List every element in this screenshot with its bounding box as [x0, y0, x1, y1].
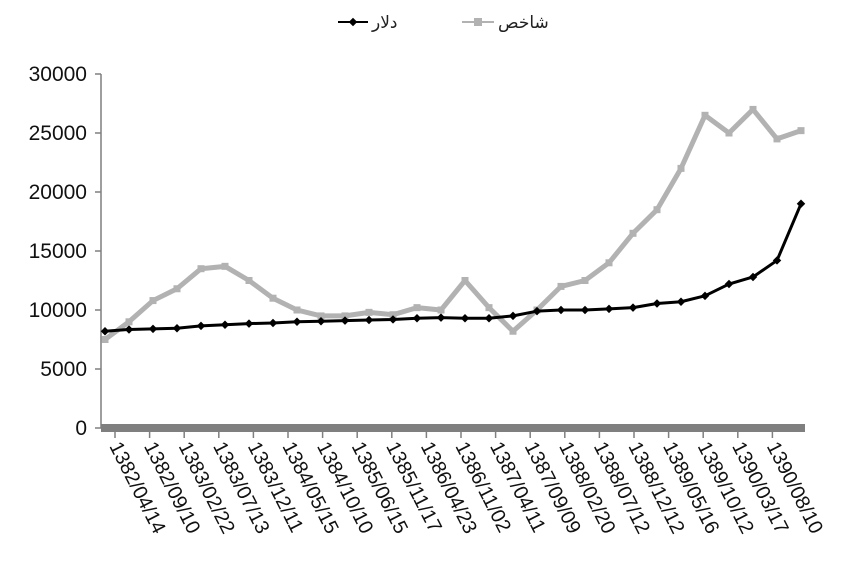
data-point-dollar	[532, 306, 542, 316]
data-point-index	[173, 285, 181, 293]
data-point-index	[269, 294, 277, 302]
legend-item-dollar: دلار	[338, 13, 397, 33]
y-tick-label: 0	[75, 417, 87, 440]
data-point-dollar	[364, 315, 374, 325]
data-point-dollar	[196, 321, 206, 331]
y-tick-label: 30000	[29, 63, 87, 86]
y-tick-label: 5000	[40, 358, 87, 381]
data-point-index	[461, 277, 469, 284]
data-point-dollar	[124, 325, 134, 334]
y-tick-label: 25000	[29, 122, 87, 145]
data-point-index	[773, 135, 781, 143]
data-point-index	[149, 297, 157, 305]
data-point-dollar	[220, 320, 230, 329]
data-point-dollar	[340, 316, 350, 325]
data-point-index	[101, 336, 109, 343]
data-point-dollar	[700, 291, 710, 301]
data-point-index	[389, 311, 397, 319]
data-point-index	[293, 306, 301, 314]
data-point-dollar	[748, 272, 758, 282]
data-point-index	[653, 206, 661, 214]
data-point-index	[197, 265, 205, 273]
legend-label-index: شاخص	[498, 13, 549, 33]
data-point-dollar	[148, 324, 158, 334]
data-point-index	[557, 282, 565, 290]
data-point-dollar	[604, 304, 614, 314]
data-point-dollar	[292, 317, 302, 327]
legend: دلار شاخص	[338, 13, 549, 33]
data-point-dollar	[796, 199, 806, 209]
data-point-dollar	[316, 316, 326, 326]
data-point-dollar	[676, 297, 686, 306]
data-point-index	[413, 304, 421, 312]
data-point-dollar	[556, 305, 566, 315]
data-point-index	[509, 327, 517, 335]
data-point-index	[221, 262, 229, 270]
data-point-index	[125, 318, 133, 326]
data-point-index	[581, 277, 589, 284]
series-line-index	[103, 106, 802, 342]
data-point-index	[437, 306, 445, 314]
data-point-index	[797, 127, 805, 135]
series-index	[101, 105, 805, 343]
data-point-index	[749, 105, 757, 113]
data-point-dollar	[772, 256, 782, 265]
data-point-index	[485, 304, 493, 312]
data-point-dollar	[460, 314, 470, 323]
data-point-index	[317, 312, 325, 320]
data-point-dollar	[100, 326, 110, 336]
y-tick-label: 15000	[29, 240, 87, 263]
data-point-dollar	[436, 313, 446, 322]
data-point-index	[725, 129, 733, 137]
data-point-dollar	[268, 318, 278, 328]
data-point-dollar	[508, 311, 518, 321]
legend-label-dollar: دلار	[371, 13, 397, 33]
data-point-dollar	[652, 299, 662, 308]
series-layer	[100, 105, 806, 343]
data-point-index	[677, 164, 685, 172]
x-axis-line	[101, 424, 805, 432]
data-point-dollar	[172, 324, 182, 333]
y-tick-label: 10000	[29, 299, 87, 322]
x-axis: 1382/04/141382/09/101383/02/221383/07/13…	[101, 424, 827, 537]
data-point-dollar	[724, 279, 734, 289]
data-point-dollar	[244, 319, 254, 328]
data-point-dollar	[580, 305, 590, 315]
y-tick-label: 20000	[29, 181, 87, 204]
data-point-index	[605, 259, 613, 267]
data-point-dollar	[484, 314, 494, 323]
legend-item-index: شاخص	[462, 13, 549, 33]
data-point-dollar	[412, 314, 422, 323]
data-point-dollar	[628, 303, 638, 312]
y-axis: 0 5000 10000 15000 20000 25000 30000	[29, 63, 102, 440]
data-point-index	[341, 312, 349, 320]
data-point-index	[365, 308, 373, 316]
data-point-index	[245, 277, 253, 284]
data-point-index	[701, 111, 709, 119]
data-point-index	[629, 229, 637, 237]
data-point-dollar	[388, 315, 398, 324]
series-dollar	[100, 199, 806, 336]
